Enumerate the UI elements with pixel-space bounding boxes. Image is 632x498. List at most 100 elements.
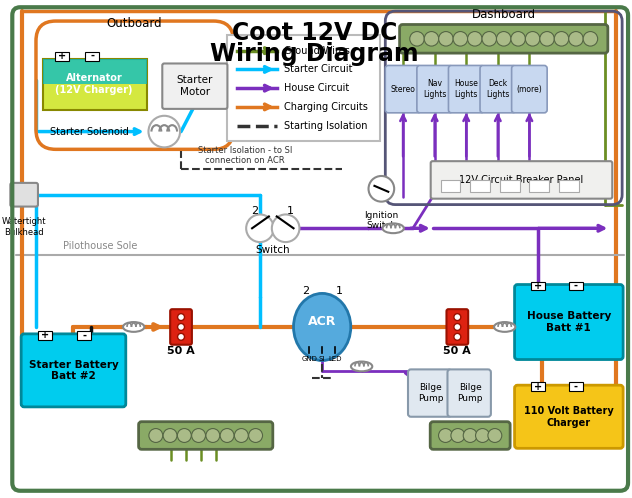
Text: Outboard: Outboard <box>107 16 162 29</box>
FancyBboxPatch shape <box>386 65 421 113</box>
Text: Pilothouse Sole: Pilothouse Sole <box>63 241 137 251</box>
FancyBboxPatch shape <box>441 180 460 192</box>
FancyBboxPatch shape <box>21 334 126 407</box>
Text: Starter Circuit: Starter Circuit <box>284 64 352 74</box>
Circle shape <box>410 31 424 46</box>
Text: Starter
Motor: Starter Motor <box>177 75 213 97</box>
FancyBboxPatch shape <box>430 422 510 449</box>
FancyBboxPatch shape <box>559 180 579 192</box>
Text: 50 A: 50 A <box>444 346 471 356</box>
Circle shape <box>439 429 453 442</box>
Text: Starter Isolation - to SI
connection on ACR: Starter Isolation - to SI connection on … <box>198 146 293 165</box>
Text: 110 Volt Battery
Charger: 110 Volt Battery Charger <box>524 406 614 428</box>
FancyBboxPatch shape <box>449 65 484 113</box>
Ellipse shape <box>351 362 372 372</box>
Circle shape <box>149 429 163 442</box>
Text: Stereo: Stereo <box>391 85 415 94</box>
Text: -: - <box>574 281 578 291</box>
Text: Starter Battery
Batt #2: Starter Battery Batt #2 <box>28 360 118 381</box>
Text: Starting Isolation: Starting Isolation <box>284 121 367 130</box>
FancyBboxPatch shape <box>470 180 490 192</box>
Circle shape <box>569 31 583 46</box>
FancyBboxPatch shape <box>500 180 520 192</box>
Text: Watertight
Bulkhead: Watertight Bulkhead <box>2 218 46 237</box>
Text: -: - <box>82 330 87 340</box>
Text: Nav
Lights: Nav Lights <box>423 80 446 99</box>
FancyBboxPatch shape <box>446 309 468 345</box>
Ellipse shape <box>494 322 515 332</box>
Text: -: - <box>90 51 94 61</box>
Text: Ground Wires: Ground Wires <box>284 46 349 56</box>
Circle shape <box>439 31 453 46</box>
Circle shape <box>554 31 569 46</box>
Circle shape <box>540 31 554 46</box>
FancyBboxPatch shape <box>417 65 453 113</box>
FancyBboxPatch shape <box>138 422 273 449</box>
FancyBboxPatch shape <box>408 370 451 417</box>
Text: Deck
Lights: Deck Lights <box>486 80 509 99</box>
FancyBboxPatch shape <box>85 52 99 61</box>
Circle shape <box>178 429 191 442</box>
Circle shape <box>454 324 461 330</box>
Text: (more): (more) <box>516 85 542 94</box>
FancyBboxPatch shape <box>447 370 491 417</box>
Text: Charging Circuits: Charging Circuits <box>284 102 368 112</box>
Circle shape <box>497 31 511 46</box>
Circle shape <box>163 429 177 442</box>
Text: 2: 2 <box>252 206 258 216</box>
Circle shape <box>220 429 234 442</box>
Text: House Circuit: House Circuit <box>284 83 349 93</box>
Circle shape <box>248 429 262 442</box>
Circle shape <box>178 324 185 330</box>
Text: SI: SI <box>319 356 325 362</box>
FancyBboxPatch shape <box>569 382 583 391</box>
Circle shape <box>468 31 482 46</box>
Circle shape <box>451 429 465 442</box>
Ellipse shape <box>293 293 351 361</box>
Ellipse shape <box>123 322 144 332</box>
FancyBboxPatch shape <box>38 331 52 340</box>
Circle shape <box>246 215 274 242</box>
Circle shape <box>272 215 300 242</box>
FancyBboxPatch shape <box>512 65 547 113</box>
Circle shape <box>463 429 477 442</box>
Circle shape <box>191 429 205 442</box>
FancyBboxPatch shape <box>10 183 38 207</box>
FancyBboxPatch shape <box>530 180 549 192</box>
Text: +: + <box>534 381 542 391</box>
Text: Bilge
Pump: Bilge Pump <box>418 383 444 403</box>
FancyBboxPatch shape <box>55 52 68 61</box>
Circle shape <box>149 116 180 147</box>
Text: House
Lights: House Lights <box>454 80 478 99</box>
Circle shape <box>178 314 185 321</box>
Text: Switch: Switch <box>255 245 290 255</box>
FancyBboxPatch shape <box>43 59 147 110</box>
FancyBboxPatch shape <box>514 284 623 360</box>
Circle shape <box>511 31 525 46</box>
Circle shape <box>178 333 185 340</box>
Circle shape <box>453 31 468 46</box>
Text: Starter Solenoid: Starter Solenoid <box>50 126 129 136</box>
Circle shape <box>482 31 497 46</box>
Text: 1: 1 <box>287 206 294 216</box>
Text: +: + <box>41 330 49 340</box>
Circle shape <box>368 176 394 202</box>
Text: GND: GND <box>301 356 317 362</box>
Text: 12V Circuit Breaker Panel: 12V Circuit Breaker Panel <box>459 175 583 185</box>
Text: Ignition
Switch: Ignition Switch <box>364 211 399 230</box>
Text: +: + <box>534 281 542 291</box>
Circle shape <box>454 314 461 321</box>
Text: -: - <box>574 381 578 391</box>
Circle shape <box>583 31 598 46</box>
Circle shape <box>488 429 502 442</box>
FancyBboxPatch shape <box>532 382 545 391</box>
Ellipse shape <box>382 224 404 233</box>
Text: 1: 1 <box>336 286 343 296</box>
Text: ACR: ACR <box>308 315 336 328</box>
FancyBboxPatch shape <box>43 59 147 84</box>
FancyBboxPatch shape <box>228 35 380 141</box>
Text: Wiring Diagram: Wiring Diagram <box>210 42 418 66</box>
FancyBboxPatch shape <box>532 281 545 290</box>
Text: Dashboard: Dashboard <box>471 7 536 20</box>
Circle shape <box>206 429 220 442</box>
